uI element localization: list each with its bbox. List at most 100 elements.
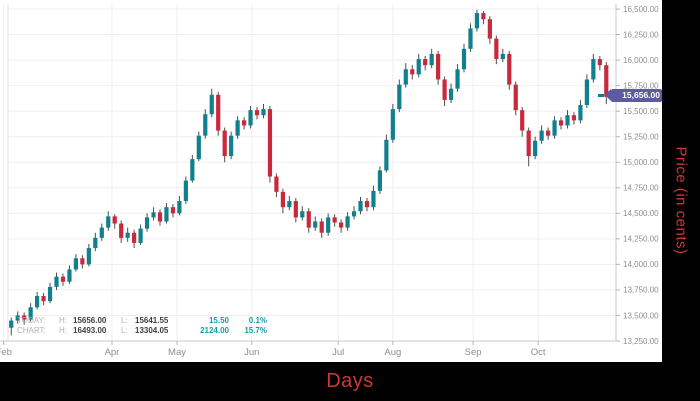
candle-up [397, 84, 402, 110]
candle-up [15, 315, 20, 321]
candle-up [261, 109, 266, 116]
candle-up [552, 120, 557, 136]
candle-down [436, 53, 441, 80]
candle-down [410, 69, 415, 75]
candle-down [267, 109, 273, 177]
last-close-marker [598, 93, 604, 97]
candle-up [209, 94, 214, 115]
candle-up [591, 59, 596, 80]
candle-up [351, 211, 357, 217]
candle-up [565, 115, 570, 126]
y-tick-label: 13,750.00 [623, 286, 659, 295]
y-axis-tick-labels: 13,250.00 13,500.00 13,750.00 14,000.00 14,2… [616, 5, 659, 346]
candle-down [119, 223, 124, 238]
chart-low-value: 13304.05 [135, 326, 169, 335]
y-tick-label: 15,250.00 [623, 132, 659, 141]
axes [0, 4, 617, 342]
candle-up [86, 248, 91, 265]
candle-up [196, 135, 201, 160]
candle-up [190, 159, 195, 181]
candle-up [539, 130, 544, 141]
candle-down [487, 19, 492, 39]
candle-down [222, 130, 227, 157]
candle-up [67, 269, 72, 282]
candles [9, 9, 615, 336]
candle-down [41, 296, 46, 302]
y-axis-title-panel: Price (in cents) [662, 0, 700, 401]
chart-change-percent: 15.7% [244, 326, 267, 335]
today-change-percent: 0.1% [248, 316, 267, 325]
candle-up [533, 140, 538, 157]
candle-down [558, 120, 564, 126]
candle-up [578, 105, 583, 121]
candle-up [584, 79, 589, 106]
candle-down [423, 59, 428, 66]
candle-down [513, 84, 518, 111]
candle-up [47, 286, 53, 302]
candle-up [416, 59, 421, 75]
candle-down [112, 216, 117, 224]
candle-up [28, 307, 33, 320]
candle-up [500, 53, 505, 60]
candle-down [319, 221, 324, 233]
legend-row-today: TODAY: H: 15656.00 L: 15641.55 15.50 0.1… [17, 316, 267, 326]
horizontal-gridlines [8, 8, 616, 316]
x-axis-title: Days [326, 370, 374, 392]
y-tick-label: 15,750.00 [623, 81, 659, 90]
today-low-value: 15641.55 [135, 316, 169, 325]
today-high-value: 15656.00 [73, 316, 107, 325]
x-tick-label: Aug [384, 347, 401, 358]
low-label: L: [121, 326, 128, 335]
y-tick-label: 16,250.00 [623, 30, 659, 39]
candle-up [358, 201, 363, 212]
y-tick-label: 13,500.00 [623, 311, 659, 320]
price-legend: TODAY: H: 15656.00 L: 15641.55 15.50 0.1… [17, 316, 267, 336]
candle-down [332, 217, 337, 223]
candle-up [106, 216, 111, 228]
candle-down [254, 110, 260, 116]
candle-up [183, 180, 188, 202]
y-tick-label: 15,000.00 [623, 158, 659, 167]
y-tick-label: 14,750.00 [623, 184, 659, 193]
candle-down [293, 201, 298, 218]
candle-up [235, 120, 240, 136]
candle-up [9, 320, 14, 328]
low-label: L: [121, 316, 128, 325]
candle-down [241, 120, 247, 126]
candle-down [597, 59, 602, 66]
candle-up [377, 170, 383, 191]
candle-up [474, 13, 480, 29]
candle-up [403, 69, 408, 85]
candle-up [313, 221, 318, 228]
candle-up [248, 110, 253, 126]
chart-change-value: 2124.00 [200, 326, 229, 335]
candle-up [138, 228, 143, 243]
candle-up [371, 190, 376, 208]
candle-down [545, 130, 551, 136]
candle-down [306, 211, 311, 228]
candlestick-plot: 13,250.00 13,500.00 13,750.00 14,000.00 14,2… [0, 4, 659, 358]
candle-up [384, 139, 389, 171]
candle-down [507, 53, 512, 85]
current-price-tag: 15,656.00 [605, 88, 662, 102]
candle-up [461, 48, 467, 70]
candle-up [73, 258, 79, 270]
today-change-value: 15.50 [208, 316, 229, 325]
candle-up [144, 217, 150, 229]
candle-down [157, 212, 163, 222]
x-axis-tick-labels: Feb Apr May Jun Jul Aug Sep Oct [0, 341, 546, 358]
candle-down [216, 94, 221, 131]
candle-down [604, 65, 609, 97]
y-tick-label: 13,250.00 [623, 337, 659, 346]
candle-down [274, 176, 279, 192]
candle-up [93, 237, 98, 249]
candle-up [468, 28, 473, 49]
x-axis-title-panel: Days [0, 362, 700, 401]
x-tick-label: May [168, 347, 186, 358]
candle-up [345, 216, 350, 228]
chart-high-value: 16493.00 [73, 326, 107, 335]
y-tick-label: 14,500.00 [623, 209, 659, 218]
candle-up [35, 296, 40, 308]
y-tick-label: 16,000.00 [623, 56, 659, 65]
